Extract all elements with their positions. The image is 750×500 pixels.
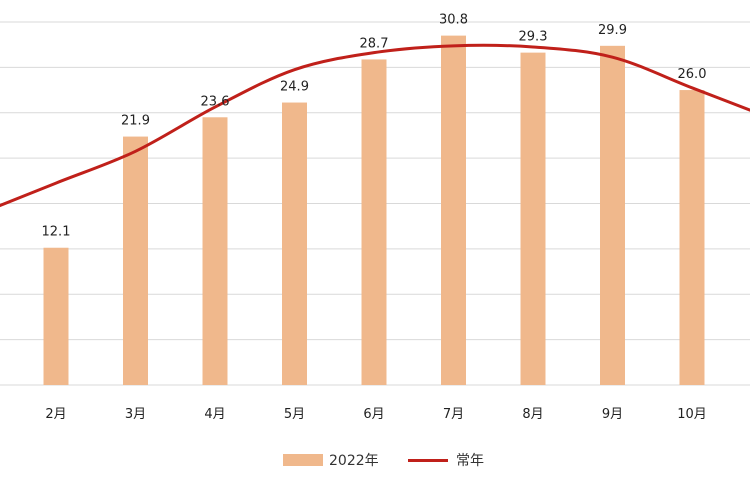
legend-swatch-normal	[408, 458, 448, 462]
x-tick-label: 8月	[522, 407, 543, 422]
bars-2022	[43, 35, 705, 386]
x-tick-label: 3月	[125, 407, 146, 422]
bar-3	[123, 136, 148, 385]
bar-8	[520, 52, 546, 386]
x-tick-label: 9月	[602, 407, 623, 422]
legend-swatch-2022	[283, 454, 323, 466]
x-tick-label: 2月	[45, 407, 66, 422]
data-label-9: 29.9	[598, 23, 627, 38]
x-tick-label: 4月	[204, 407, 225, 422]
data-label-8: 29.3	[519, 30, 548, 45]
legend-label-2022: 2022年	[329, 453, 379, 469]
data-label-7: 30.8	[439, 13, 468, 28]
normal-year-line-group	[0, 43, 750, 208]
data-labels: 12.1 21.9 23.6 24.9 28.7 30.8 29.3 29.9 26.0	[42, 13, 707, 240]
normal-year-line	[0, 43, 750, 208]
data-label-3: 21.9	[121, 114, 150, 129]
data-label-4: 23.6	[201, 94, 230, 109]
x-tick-label: 10月	[677, 407, 707, 422]
data-label-10: 26.0	[678, 67, 707, 82]
x-axis-tick-labels: 2月 3月 4月 5月 6月 7月 8月 9月 10月	[45, 407, 706, 422]
data-label-6: 28.7	[360, 36, 389, 51]
legend-label-normal: 常年	[456, 453, 484, 469]
bar-4	[202, 117, 228, 385]
legend-item-2022: 2022年	[283, 450, 379, 470]
bar-6	[361, 59, 387, 385]
bar-2	[43, 247, 69, 385]
x-tick-label: 5月	[284, 407, 305, 422]
legend: 2022年 常年	[0, 450, 750, 478]
bar-9	[600, 45, 625, 386]
bar-7	[441, 35, 466, 386]
x-tick-label: 6月	[363, 407, 384, 422]
data-label-2: 12.1	[42, 225, 71, 240]
bar-5	[282, 102, 307, 386]
x-tick-label: 7月	[443, 407, 464, 422]
bar-10	[679, 90, 705, 385]
legend-item-normal: 常年	[408, 450, 484, 470]
data-label-5: 24.9	[280, 80, 309, 95]
